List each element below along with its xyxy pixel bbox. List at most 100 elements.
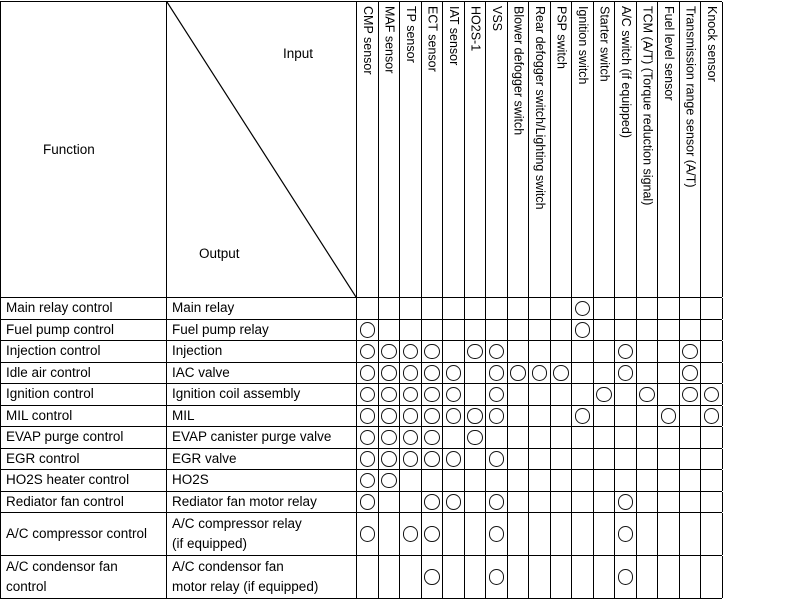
matrix-cell-transmission-range-sensor-a-t — [680, 470, 701, 491]
matrix-cell-vss — [486, 491, 508, 512]
matrix-cell-fuel-level-sensor — [658, 448, 680, 469]
matrix-cell-ect-sensor — [422, 427, 443, 448]
applicability-circle-mark — [424, 526, 440, 542]
matrix-cell-tcm-a-t-torque-reduction-signal — [637, 448, 658, 469]
matrix-cell-starter-switch — [594, 405, 615, 426]
applicability-circle-mark — [424, 451, 440, 467]
matrix-cell-blower-defogger-switch — [508, 513, 529, 555]
applicability-circle-mark — [445, 365, 461, 381]
applicability-circle-mark — [617, 526, 633, 542]
applicability-circle-mark — [445, 386, 461, 402]
column-header-tcm-a-t-torque-reduction-signal: TCM (A/T) (Torque reduction signal) — [637, 2, 658, 297]
matrix-cell-ect-sensor — [422, 491, 443, 512]
matrix-cell-ho2s-1 — [465, 448, 486, 469]
applicability-circle-mark — [531, 365, 547, 381]
matrix-cell-psp-switch — [551, 362, 572, 383]
matrix-cell-tcm-a-t-torque-reduction-signal — [637, 427, 658, 448]
matrix-cell-rear-defogger-switch-lighting-switch — [529, 341, 551, 362]
input-output-header-cell: Input Output — [167, 2, 357, 297]
matrix-cell-ect-sensor — [422, 556, 443, 598]
column-header-label: PSP switch — [554, 6, 569, 69]
output-cell: Injection — [167, 341, 357, 362]
applicability-circle-mark — [488, 365, 504, 381]
matrix-cell-tcm-a-t-torque-reduction-signal — [637, 341, 658, 362]
matrix-cell-cmp-sensor — [357, 362, 379, 383]
matrix-cell-transmission-range-sensor-a-t — [680, 427, 701, 448]
table-row: Idle air control IAC valve — [1, 362, 723, 384]
matrix-cell-ho2s-1 — [465, 362, 486, 383]
table-body: Main relay control Main relay Fuel pump co… — [1, 298, 723, 599]
matrix-cell-ho2s-1 — [465, 319, 486, 340]
column-header-rear-defogger-switch-lighting-switch: Rear defogger switch/Lighting switch — [529, 2, 551, 297]
output-cell: EGR valve — [167, 448, 357, 469]
applicability-circle-mark — [359, 526, 375, 542]
column-header-starter-switch: Starter switch — [594, 2, 615, 297]
applicability-circle-mark — [359, 365, 375, 381]
matrix-cell-vss — [486, 362, 508, 383]
matrix-cell-transmission-range-sensor-a-t — [680, 384, 701, 405]
applicability-circle-mark — [488, 526, 504, 542]
matrix-cell-ect-sensor — [422, 405, 443, 426]
matrix-cell-ho2s-1 — [465, 470, 486, 491]
matrix-cell-fuel-level-sensor — [658, 319, 680, 340]
matrix-cell-blower-defogger-switch — [508, 384, 529, 405]
applicability-circle-mark — [359, 429, 375, 445]
matrix-cell-transmission-range-sensor-a-t — [680, 513, 701, 555]
matrix-cell-fuel-level-sensor — [658, 298, 680, 319]
matrix-cell-a-c-switch-if-equipped — [615, 298, 637, 319]
column-header-label: TCM (A/T) (Torque reduction signal) — [640, 6, 655, 206]
matrix-cell-a-c-switch-if-equipped — [615, 319, 637, 340]
table-row: MIL control MIL — [1, 405, 723, 427]
applicability-circle-mark — [639, 386, 655, 402]
function-cell: Fuel pump control — [1, 319, 167, 340]
matrix-cell-starter-switch — [594, 341, 615, 362]
applicability-circle-mark — [596, 386, 612, 402]
column-header-psp-switch: PSP switch — [551, 2, 572, 297]
column-header-label: HO2S-1 — [468, 6, 483, 52]
matrix-cell-maf-sensor — [379, 298, 400, 319]
output-cell: MIL — [167, 405, 357, 426]
matrix-cell-rear-defogger-switch-lighting-switch — [529, 405, 551, 426]
column-header-label: Fuel level sensor — [662, 6, 676, 101]
matrix-cell-psp-switch — [551, 491, 572, 512]
column-header-label: Knock sensor — [705, 6, 719, 82]
matrix-cell-blower-defogger-switch — [508, 319, 529, 340]
applicability-circle-mark — [424, 408, 440, 424]
matrix-cell-cmp-sensor — [357, 384, 379, 405]
column-header-label: Starter switch — [597, 6, 612, 82]
applicability-circle-mark — [574, 322, 590, 338]
matrix-cell-cmp-sensor — [357, 556, 379, 598]
output-cell: EVAP canister purge valve — [167, 427, 357, 448]
applicability-circle-mark — [660, 408, 676, 424]
table-row: EGR control EGR valve — [1, 448, 723, 470]
function-cell: Idle air control — [1, 362, 167, 383]
function-cell: A/C condensor fan control — [1, 556, 167, 598]
matrix-cell-tp-sensor — [400, 470, 422, 491]
matrix-cell-vss — [486, 513, 508, 555]
matrix-cell-ect-sensor — [422, 384, 443, 405]
matrix-cell-blower-defogger-switch — [508, 298, 529, 319]
matrix-cell-vss — [486, 319, 508, 340]
output-cell: Main relay — [167, 298, 357, 319]
matrix-cell-a-c-switch-if-equipped — [615, 556, 637, 598]
column-header-label: MAF sensor — [382, 6, 397, 74]
matrix-cell-vss — [486, 556, 508, 598]
matrix-cell-tp-sensor — [400, 384, 422, 405]
output-cell: Fuel pump relay — [167, 319, 357, 340]
matrix-cell-blower-defogger-switch — [508, 556, 529, 598]
output-cell: IAC valve — [167, 362, 357, 383]
matrix-cell-vss — [486, 470, 508, 491]
matrix-cell-knock-sensor — [701, 556, 723, 598]
column-header-blower-defogger-switch: Blower defogger switch — [508, 2, 529, 297]
matrix-cell-tcm-a-t-torque-reduction-signal — [637, 319, 658, 340]
output-cell: A/C condensor fan motor relay (if equipp… — [167, 556, 357, 598]
matrix-cell-ignition-switch — [572, 448, 594, 469]
matrix-cell-psp-switch — [551, 298, 572, 319]
matrix-cell-iat-sensor — [443, 341, 465, 362]
matrix-cell-transmission-range-sensor-a-t — [680, 405, 701, 426]
applicability-circle-mark — [445, 408, 461, 424]
applicability-circle-mark — [617, 343, 633, 359]
matrix-cell-maf-sensor — [379, 405, 400, 426]
applicability-circle-mark — [445, 451, 461, 467]
matrix-cell-tcm-a-t-torque-reduction-signal — [637, 513, 658, 555]
